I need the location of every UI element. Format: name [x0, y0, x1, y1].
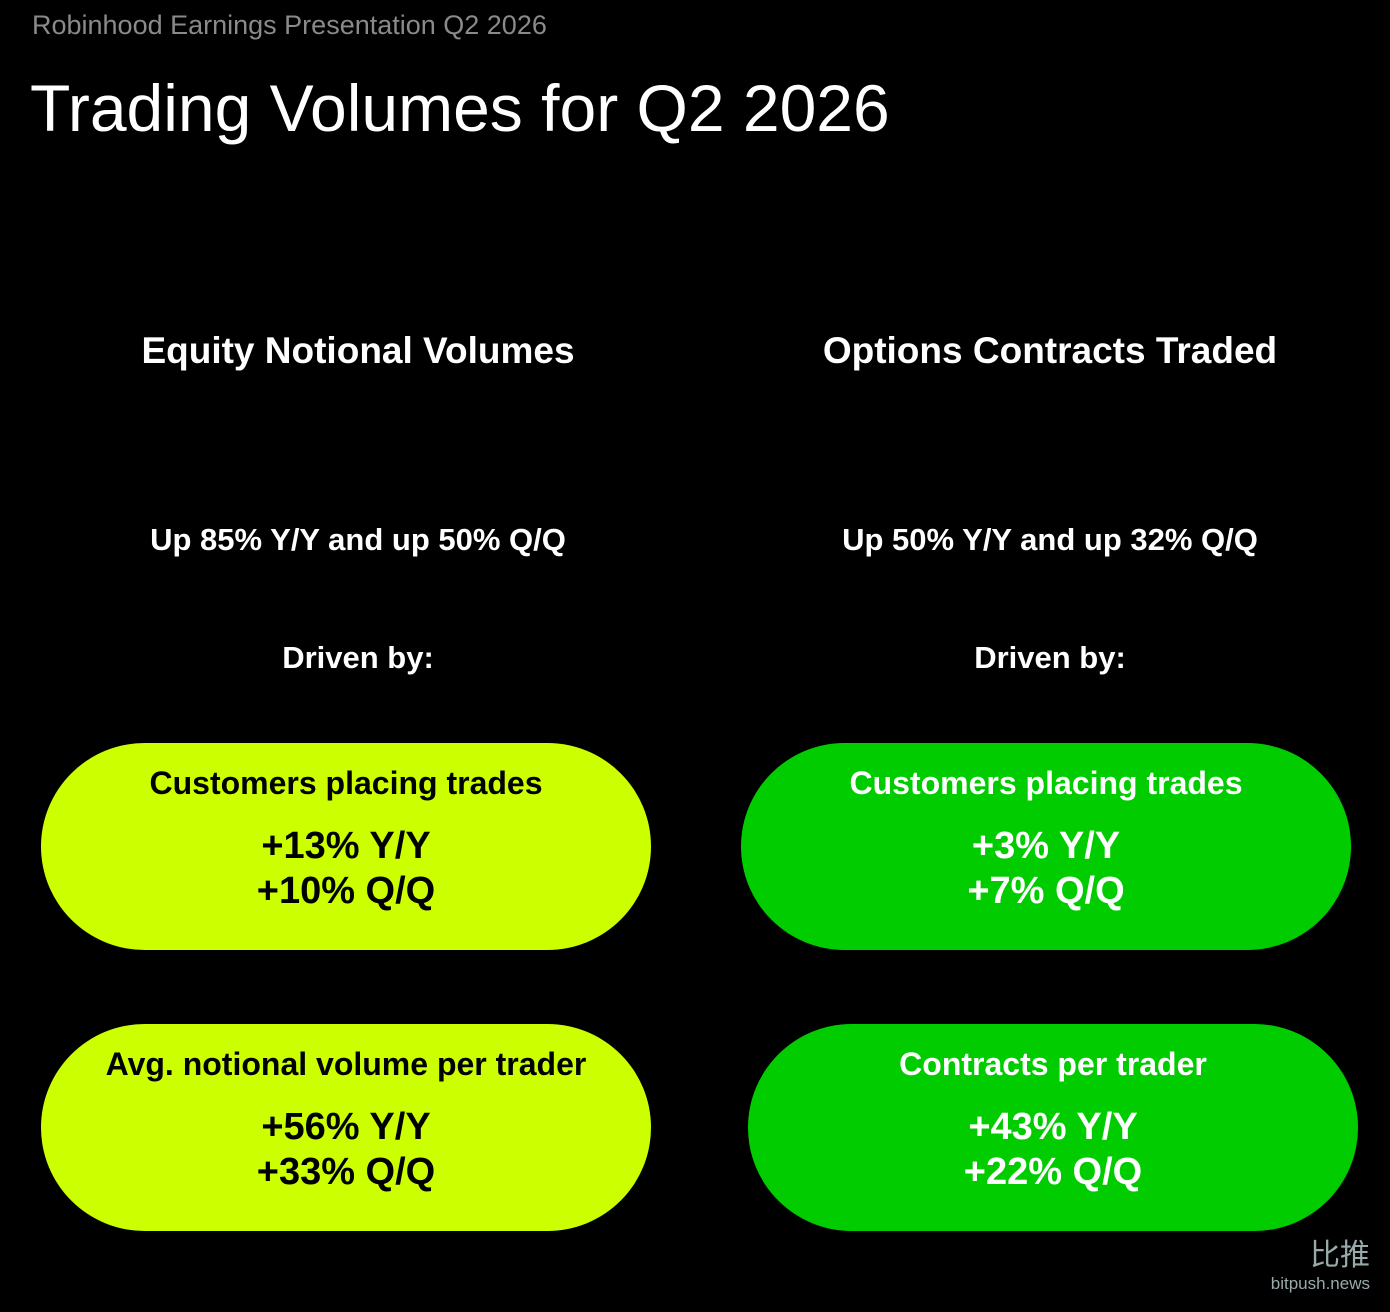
watermark-site: bitpush.news: [1270, 1274, 1370, 1293]
card-values: +3% Y/Y +7% Q/Q: [741, 824, 1351, 914]
column-heading: Equity Notional Volumes: [141, 330, 575, 371]
card-values: +13% Y/Y +10% Q/Q: [41, 824, 651, 914]
card-label: Avg. notional volume per trader: [105, 1046, 587, 1082]
column-summary: Up 85% Y/Y and up 50% Q/Q: [150, 522, 566, 557]
metric-card: Avg. notional volume per trader +56% Y/Y…: [41, 1024, 651, 1231]
card-label: Customers placing trades: [849, 765, 1243, 801]
card-value: +7% Q/Q: [967, 870, 1125, 912]
card-value: +13% Y/Y: [261, 825, 431, 867]
watermark: 比推 bitpush.news: [1271, 1230, 1370, 1294]
card-value: +3% Y/Y: [971, 825, 1121, 867]
slide-title: Trading Volumes for Q2 2026: [30, 71, 890, 145]
card-value: +56% Y/Y: [261, 1106, 431, 1148]
card-label: Customers placing trades: [149, 765, 543, 801]
card-value: +10% Q/Q: [256, 870, 436, 912]
driven-by: Driven by:: [282, 640, 434, 675]
card-values: +43% Y/Y +22% Q/Q: [748, 1105, 1358, 1195]
metric-card: Customers placing trades +3% Y/Y +7% Q/Q: [741, 743, 1351, 950]
card-label: Contracts per trader: [899, 1046, 1207, 1082]
driven-by: Driven by:: [974, 640, 1126, 675]
metric-card: Contracts per trader +43% Y/Y +22% Q/Q: [748, 1024, 1358, 1231]
card-value: +22% Q/Q: [963, 1151, 1143, 1193]
column-summary: Up 50% Y/Y and up 32% Q/Q: [842, 522, 1258, 557]
card-values: +56% Y/Y +33% Q/Q: [41, 1105, 651, 1195]
card-value: +43% Y/Y: [968, 1106, 1138, 1148]
source-line: Robinhood Earnings Presentation Q2 2026: [32, 10, 547, 40]
column-heading: Options Contracts Traded: [822, 330, 1278, 371]
watermark-brand: 比推: [1310, 1239, 1370, 1272]
metric-card: Customers placing trades +13% Y/Y +10% Q…: [41, 743, 651, 950]
card-value: +33% Q/Q: [256, 1151, 436, 1193]
